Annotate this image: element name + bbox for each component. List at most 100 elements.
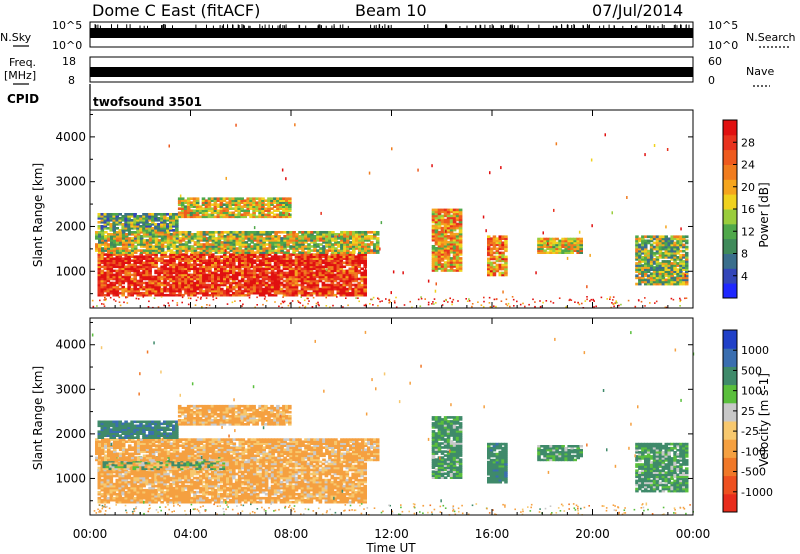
data-cell xyxy=(431,232,436,236)
data-cell xyxy=(375,237,380,240)
data-cell xyxy=(364,239,368,242)
data-cell xyxy=(288,205,292,208)
data-cell xyxy=(673,249,677,253)
data-cell xyxy=(282,271,287,275)
data-cell xyxy=(327,261,332,265)
data-cell xyxy=(449,230,454,234)
data-cell xyxy=(121,257,125,260)
data-cell xyxy=(258,259,263,262)
data-cell xyxy=(576,241,580,245)
data-cell xyxy=(180,199,185,202)
data-cell xyxy=(279,203,283,206)
data-cell xyxy=(195,201,200,204)
data-scatter xyxy=(593,306,595,308)
data-cell xyxy=(291,275,296,279)
data-cell xyxy=(180,213,185,217)
data-cell xyxy=(504,255,508,259)
data-cell xyxy=(196,235,201,238)
data-scatter xyxy=(197,296,199,299)
data-cell xyxy=(646,235,651,239)
data-cell xyxy=(273,273,278,277)
data-cell xyxy=(163,253,167,256)
data-cell xyxy=(198,215,203,219)
data-scatter xyxy=(616,301,618,304)
data-cell xyxy=(243,203,247,206)
data-cell xyxy=(100,255,105,258)
data-cell xyxy=(223,257,227,260)
data-cell xyxy=(202,281,206,285)
data-cell xyxy=(570,251,574,254)
data-cell xyxy=(458,228,463,232)
data-cell xyxy=(342,283,347,287)
data-cell xyxy=(360,279,364,283)
data-cell xyxy=(121,492,125,496)
data-cell xyxy=(223,271,227,275)
data-cell xyxy=(324,257,329,260)
nsky-spike xyxy=(527,24,529,33)
data-cell xyxy=(106,261,111,265)
data-cell xyxy=(685,276,689,280)
data-cell xyxy=(100,265,105,269)
data-cell xyxy=(145,289,149,293)
data-cell xyxy=(178,265,182,269)
data-cell xyxy=(292,235,296,238)
data-cell xyxy=(148,500,152,504)
data-cell xyxy=(124,482,128,486)
data-cell xyxy=(285,203,289,206)
data-cell xyxy=(124,287,128,291)
data-cell xyxy=(440,247,445,250)
data-cell xyxy=(301,243,305,246)
data-cell xyxy=(437,222,442,226)
data-cell xyxy=(214,251,219,254)
nsky-spike xyxy=(277,25,279,37)
data-cell xyxy=(220,259,224,262)
data-cell xyxy=(277,241,281,244)
data-cell xyxy=(112,486,117,490)
data-cell xyxy=(107,237,111,240)
data-cell xyxy=(151,231,156,234)
data-cell xyxy=(127,283,131,287)
data-cell xyxy=(348,259,353,262)
data-cell xyxy=(163,229,167,232)
data-cell xyxy=(121,490,125,494)
data-cell xyxy=(443,224,448,228)
nsky-spike xyxy=(249,25,251,31)
data-cell xyxy=(282,255,287,258)
data-cell xyxy=(546,239,550,243)
data-cell xyxy=(103,285,108,289)
data-cell xyxy=(283,231,287,234)
data-cell xyxy=(354,279,358,283)
data-cell xyxy=(157,243,162,246)
data-cell xyxy=(121,259,125,262)
data-cell xyxy=(142,492,146,496)
data-cell xyxy=(342,255,347,258)
data-cell xyxy=(361,251,365,254)
data-cell xyxy=(118,263,122,267)
data-cell xyxy=(151,500,155,504)
data-cell xyxy=(277,231,281,234)
data-cell xyxy=(181,287,185,291)
data-cell xyxy=(145,472,149,476)
data-cell xyxy=(267,289,272,293)
data-cell xyxy=(291,269,296,273)
data-cell xyxy=(261,263,266,267)
data-cell xyxy=(133,291,137,295)
data-cell xyxy=(342,281,347,285)
data-cell xyxy=(646,262,651,265)
data-cell xyxy=(274,233,278,236)
data-cell xyxy=(434,242,439,246)
data-cell xyxy=(673,256,677,259)
data-cell xyxy=(440,240,445,244)
data-scatter xyxy=(584,300,587,302)
data-cell xyxy=(148,229,152,232)
data-cell xyxy=(316,233,320,236)
data-cell xyxy=(449,234,454,238)
data-cell xyxy=(282,289,287,293)
data-cell xyxy=(130,488,134,492)
data-cell xyxy=(354,255,358,258)
data-cell xyxy=(324,289,329,293)
data-cell xyxy=(363,253,367,256)
data-cell xyxy=(673,247,677,251)
data-cell xyxy=(186,213,191,217)
data-cell xyxy=(118,219,122,222)
